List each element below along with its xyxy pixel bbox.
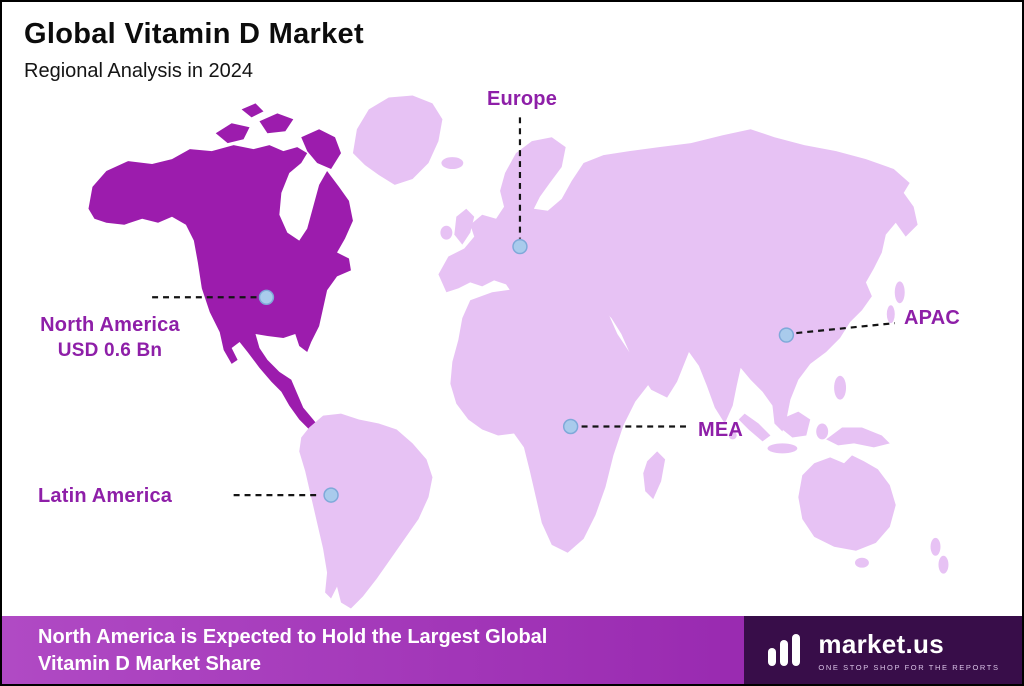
- page-subtitle: Regional Analysis in 2024: [24, 60, 254, 82]
- apac-connector-line: [796, 322, 895, 335]
- arctic-island-region: [259, 113, 294, 134]
- banner-line2: Vitamin D Market Share: [38, 653, 262, 675]
- south-america-region: [299, 413, 433, 609]
- tasmania-region: [854, 557, 869, 568]
- apac-marker: [778, 327, 795, 343]
- mea-label: MEA: [698, 419, 744, 441]
- north-america-region: [88, 145, 353, 432]
- madagascar-region: [643, 451, 666, 500]
- philippines-region: [834, 375, 847, 400]
- europe-marker: [512, 238, 528, 255]
- new-zealand-region: [930, 537, 941, 556]
- latin-america-label: Latin America: [38, 485, 173, 507]
- java-region: [767, 443, 798, 454]
- iceland-region: [441, 157, 464, 170]
- arctic-island-region: [241, 103, 264, 118]
- sri-lanka-region: [728, 431, 737, 440]
- europe-label: Europe: [486, 88, 558, 110]
- bottom-banner: North America is Expected to Hold the La…: [2, 616, 1022, 684]
- borneo-region: [782, 411, 811, 438]
- apac-label: APAC: [904, 307, 960, 329]
- logo-text: market.us ONE STOP SHOP FOR THE REPORTS: [818, 629, 999, 672]
- header: Global Vitamin D Market Regional Analysi…: [24, 18, 364, 83]
- japan-region: [886, 305, 895, 324]
- marketus-logo: market.us ONE STOP SHOP FOR THE REPORTS: [744, 616, 1022, 684]
- greenland-region: [352, 95, 443, 185]
- new-guinea-region: [826, 427, 890, 448]
- mea-marker: [562, 418, 579, 435]
- latin-america-marker: [323, 487, 339, 503]
- sulawesi-region: [816, 423, 829, 440]
- north-america-value: USD 0.6 Bn: [57, 340, 163, 361]
- north-america-label-text: North America: [40, 314, 180, 336]
- eurasia-region: [438, 129, 918, 432]
- logo-name: market.us: [818, 628, 944, 659]
- north-america-marker: [258, 289, 275, 305]
- banner-line1: North America is Expected to Hold the La…: [38, 626, 548, 648]
- banner-text: North America is Expected to Hold the La…: [2, 616, 744, 684]
- africa-region: [450, 288, 658, 553]
- uk-region: [454, 208, 475, 245]
- australia-region: [798, 455, 896, 551]
- ireland-region: [440, 225, 453, 240]
- baffin-island-region: [301, 129, 342, 170]
- new-zealand-region: [938, 555, 949, 574]
- north-america-label: North America USD 0.6 Bn: [10, 314, 210, 362]
- sumatra-region: [738, 413, 771, 442]
- japan-region: [894, 281, 905, 304]
- arctic-island-region: [215, 123, 250, 144]
- logo-tagline: ONE STOP SHOP FOR THE REPORTS: [818, 662, 1000, 672]
- page-title: Global Vitamin D Market: [24, 18, 364, 50]
- marketus-bars-icon: [768, 634, 801, 666]
